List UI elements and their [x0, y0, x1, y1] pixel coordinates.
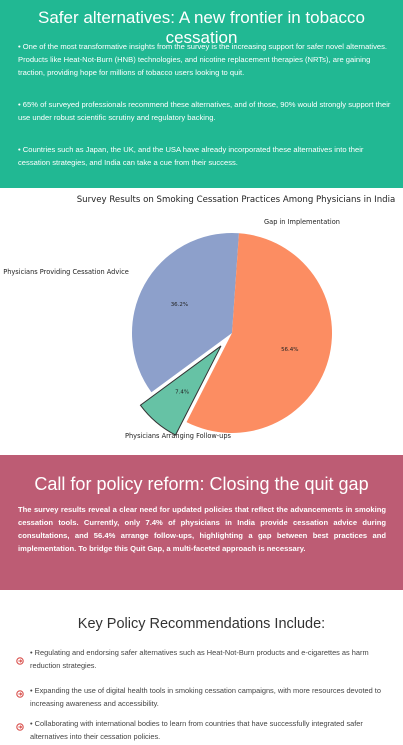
- safer-alternatives-section: Safer alternatives: A new frontier in to…: [0, 0, 403, 188]
- paragraph-transformative-insights: • One of the most transformative insight…: [18, 42, 388, 77]
- policy-reform-section: Call for policy reform: Closing the quit…: [0, 455, 403, 590]
- circle-arrow-icon: [16, 657, 24, 665]
- slice-value-label: 36.2%: [171, 302, 188, 308]
- slice-category-label: Physicians Arranging Follow-ups: [125, 432, 231, 440]
- pie-chart: Survey Results on Smoking Cessation Prac…: [3, 195, 396, 440]
- circle-arrow-icon: [16, 723, 24, 731]
- pie-slice: [186, 233, 333, 433]
- recommendation-item: • Collaborating with international bodie…: [30, 719, 363, 741]
- slice-category-label: Gap in Implementation: [264, 218, 340, 226]
- recommendations-title: Key Policy Recommendations Include:: [77, 616, 326, 632]
- section-title: Safer alternatives: A new frontier in to…: [38, 8, 365, 47]
- chart-title: Survey Results on Smoking Cessation Prac…: [77, 195, 396, 205]
- pie-chart-container: Survey Results on Smoking Cessation Prac…: [0, 188, 403, 450]
- paragraph-professionals-recommend: • 65% of surveyed professionals recommen…: [18, 100, 391, 122]
- slice-value-label: 7.4%: [175, 390, 189, 396]
- circle-arrow-icon: [16, 690, 24, 698]
- section-title: Call for policy reform: Closing the quit…: [34, 474, 369, 494]
- recommendation-item: • Regulating and endorsing safer alterna…: [30, 648, 369, 670]
- paragraph-countries-adoption: • Countries such as Japan, the UK, and t…: [18, 145, 364, 167]
- pie-slice: [131, 233, 239, 393]
- policy-reform-paragraph: The survey results reveal a clear need f…: [18, 505, 386, 553]
- pie-slice: [139, 345, 222, 436]
- slice-value-label: 56.4%: [281, 347, 298, 353]
- slice-category-label: Physicians Providing Cessation Advice: [3, 268, 129, 276]
- recommendation-item: • Expanding the use of digital health to…: [30, 686, 381, 708]
